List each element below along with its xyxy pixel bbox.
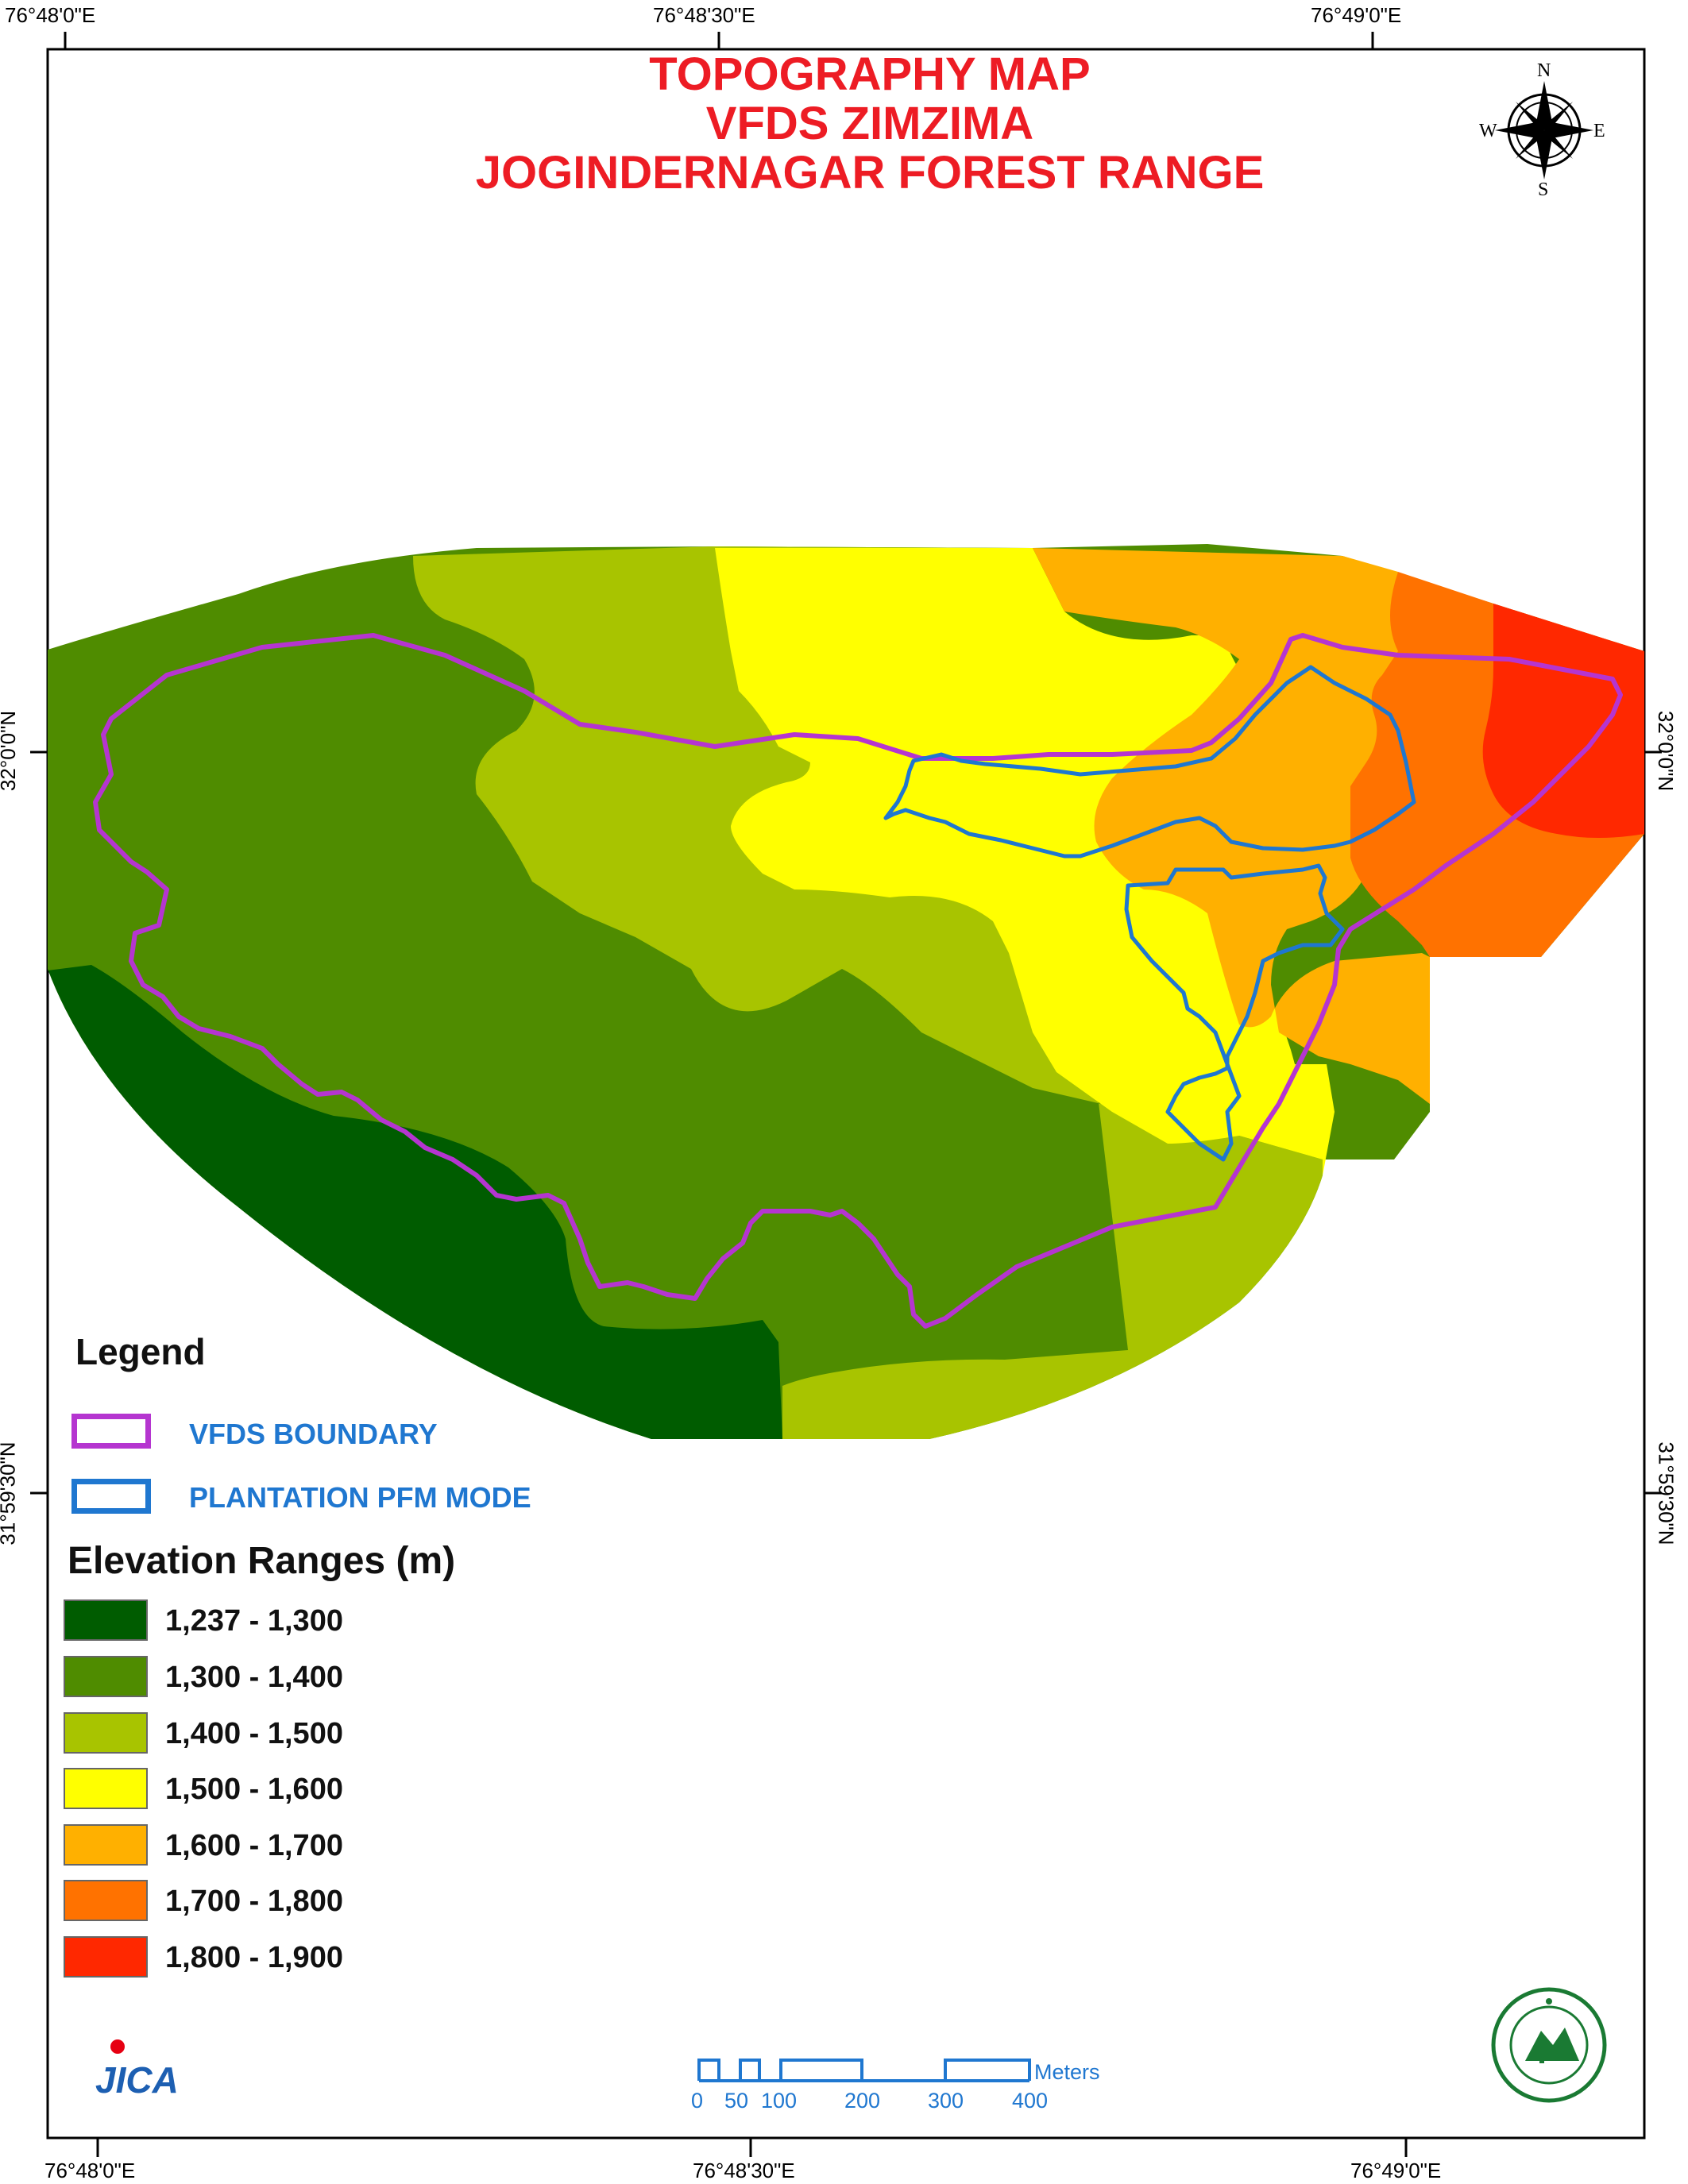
plantation-swatch	[71, 1479, 151, 1514]
elevation-heading: Elevation Ranges (m)	[68, 1540, 456, 1582]
coord-left-2: 31°59'30"N	[0, 1441, 20, 1545]
zone-1600-1700	[1033, 548, 1462, 1104]
elevation-swatch-1	[64, 1599, 148, 1641]
coord-top-1: 76°48'0"E	[5, 3, 96, 27]
coord-bottom-3: 76°49'0"E	[1350, 2159, 1442, 2182]
scale-label-50: 50	[724, 2089, 749, 2113]
vfds-boundary-swatch	[71, 1414, 151, 1449]
elevation-label-3: 1,400 - 1,500	[165, 1717, 343, 1750]
coord-top-3: 76°49'0"E	[1311, 3, 1402, 27]
legend-heading: Legend	[75, 1331, 206, 1372]
plantation-boundary	[883, 665, 1416, 1162]
scale-label-400: 400	[1012, 2089, 1049, 2113]
coord-right-1: 32°0'0"N	[1654, 710, 1678, 792]
scale-label-300: 300	[928, 2089, 964, 2113]
elevation-label-4: 1,500 - 1,600	[165, 1773, 343, 1806]
coord-right-2: 31°59'30"N	[1654, 1441, 1678, 1545]
vfds-boundary-label: VFDS BOUNDARY	[189, 1418, 438, 1450]
coord-bottom-2: 76°48'30"E	[693, 2159, 795, 2182]
scale-label-0: 0	[691, 2089, 704, 2113]
scale-label-200: 200	[844, 2089, 881, 2113]
frame-ticks	[30, 32, 1662, 2157]
map-title-line-2: VFDS ZIMZIMA	[705, 98, 1034, 149]
east-label: E	[1593, 121, 1605, 141]
jica-logo: JICA	[95, 2039, 179, 2101]
zone-1500-1600	[715, 548, 1346, 1175]
elevation-label-6: 1,700 - 1,800	[165, 1885, 343, 1918]
west-label: W	[1479, 121, 1497, 141]
coord-bottom-1: 76°48'0"E	[44, 2159, 136, 2182]
south-label: S	[1538, 179, 1549, 200]
vfds-boundary	[93, 633, 1623, 1329]
svg-text:JICA: JICA	[95, 2059, 179, 2101]
scale-unit: Meters	[1034, 2060, 1100, 2084]
elevation-swatch-4	[64, 1768, 148, 1809]
elevation-swatch-6	[64, 1880, 148, 1921]
elevation-label-5: 1,600 - 1,700	[165, 1829, 343, 1862]
elevation-swatch-2	[64, 1656, 148, 1697]
elevation-zones	[48, 544, 1644, 1439]
forest-emblem	[1491, 1987, 1607, 2103]
elevation-swatch-3	[64, 1712, 148, 1754]
scale-label-100: 100	[761, 2089, 798, 2113]
elevation-swatch-5	[64, 1824, 148, 1866]
zone-1400-1500	[413, 546, 1323, 1439]
north-arrow	[1495, 81, 1593, 179]
coord-left-1: 32°0'0"N	[0, 710, 21, 792]
scale-bar	[697, 2059, 1031, 2082]
coord-top-2: 76°48'30"E	[653, 3, 755, 27]
plantation-label: PLANTATION PFM MODE	[189, 1481, 531, 1514]
elevation-label-1: 1,237 - 1,300	[165, 1604, 343, 1638]
map-title-line-3: JOGINDERNAGAR FOREST RANGE	[475, 147, 1265, 199]
map-title-line-1: TOPOGRAPHY MAP	[649, 48, 1091, 100]
elevation-label-2: 1,300 - 1,400	[165, 1661, 343, 1694]
elevation-label-7: 1,800 - 1,900	[165, 1941, 343, 1974]
elevation-swatch-7	[64, 1936, 148, 1978]
north-label: N	[1537, 60, 1551, 81]
zone-1237-1300	[48, 965, 782, 1439]
